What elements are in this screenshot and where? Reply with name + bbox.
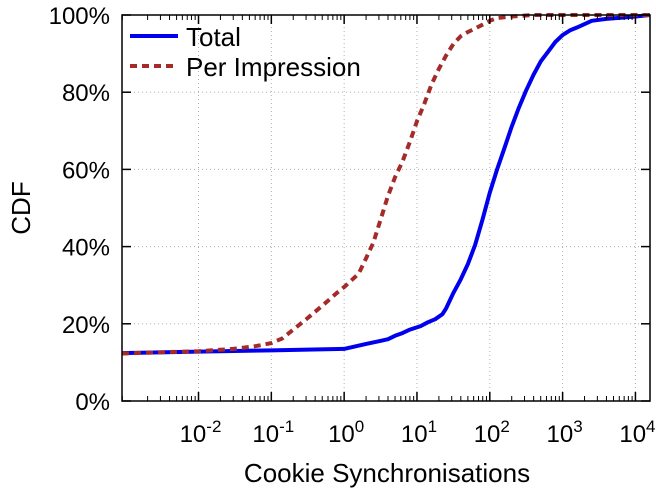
x-tick-label-exponent: -2 xyxy=(206,417,221,436)
grid-layer xyxy=(122,15,650,401)
x-tick-label: 10-1 xyxy=(252,417,294,448)
y-tick-label: 20% xyxy=(62,312,110,339)
y-tick-label: 60% xyxy=(62,157,110,184)
x-tick-label-base: 10 xyxy=(180,421,207,448)
x-axis-label: Cookie Synchronisations xyxy=(244,458,530,488)
x-tick-label: 102 xyxy=(474,417,510,448)
series-layer xyxy=(121,13,651,356)
x-tick-label-base: 10 xyxy=(619,421,646,448)
x-tick-label-exponent: 4 xyxy=(646,417,655,436)
x-tick-label: 104 xyxy=(619,417,655,448)
x-tick-label-exponent: 2 xyxy=(500,417,509,436)
x-tick-label: 101 xyxy=(401,417,437,448)
x-tick-label: 100 xyxy=(328,417,364,448)
x-tick-label-exponent: -1 xyxy=(279,417,294,436)
legend-label-per-impression: Per Impression xyxy=(186,52,361,82)
plot-frame xyxy=(121,14,651,402)
x-tick-label-base: 10 xyxy=(401,421,428,448)
y-tick-label: 100% xyxy=(49,3,110,30)
x-tick-label-base: 10 xyxy=(252,421,279,448)
y-tick-label: 40% xyxy=(62,235,110,262)
tick-layer: 0%20%40%60%80%100%10-2 10-1 100 101 102 103 10… xyxy=(49,3,656,448)
x-tick-label-base: 10 xyxy=(474,421,501,448)
legend-label-total: Total xyxy=(186,22,241,52)
y-tick-label: 80% xyxy=(62,80,110,107)
series-line-total xyxy=(121,13,651,356)
series-line-per-impression xyxy=(121,13,650,356)
x-tick-label-exponent: 3 xyxy=(573,417,582,436)
x-tick-label: 10-2 xyxy=(180,417,222,448)
x-tick-label-exponent: 0 xyxy=(355,417,364,436)
x-tick-label-base: 10 xyxy=(328,421,355,448)
x-tick-label-base: 10 xyxy=(547,421,574,448)
x-tick-label: 103 xyxy=(547,417,583,448)
x-tick-label-exponent: 1 xyxy=(428,417,437,436)
legend: Total Per Impression xyxy=(130,22,361,82)
y-axis-label: CDF xyxy=(6,181,36,234)
y-tick-label: 0% xyxy=(75,389,110,416)
